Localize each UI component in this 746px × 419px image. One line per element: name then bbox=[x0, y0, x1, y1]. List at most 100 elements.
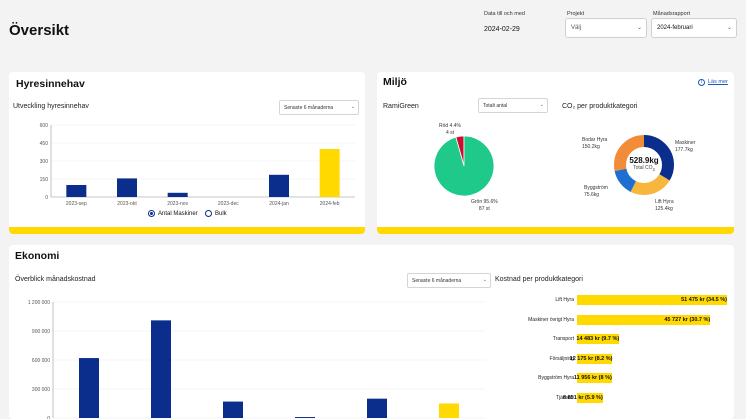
info-icon[interactable]: i bbox=[698, 79, 705, 86]
category-bar[interactable] bbox=[577, 314, 711, 325]
hyresinnehav-period-select[interactable]: Senaste 6 månaderna ⌄ bbox=[279, 100, 359, 115]
hyresinnehav-chart: 0 150 300 450 600 2023-sep 2023-okt 2023-nov 202… bbox=[40, 123, 355, 207]
radio-icon[interactable] bbox=[205, 210, 212, 217]
co2-label-name: Byggström bbox=[584, 185, 608, 191]
ekonomi-card: Ekonomi Överblick månadskostnad Senaste … bbox=[9, 245, 734, 419]
bar[interactable] bbox=[167, 192, 188, 197]
pie-label-green-count: 87 st bbox=[478, 205, 490, 212]
bar[interactable] bbox=[66, 185, 87, 197]
chevron-down-icon: ⌄ bbox=[482, 277, 487, 283]
co2-total-label-sub: 2 bbox=[652, 167, 655, 172]
category-bar[interactable] bbox=[577, 353, 613, 364]
chevron-down-icon: ⌄ bbox=[350, 104, 355, 110]
co2-label-name: Lift Hyra bbox=[655, 199, 674, 205]
bar[interactable] bbox=[79, 358, 99, 418]
co2-total-label-text: Total CO bbox=[633, 165, 653, 171]
miljo-card: Miljö i Läs mer RamiGreen Totalt antal ⌄… bbox=[377, 72, 734, 234]
pie-slice[interactable] bbox=[433, 135, 495, 197]
ekonomi-period-select[interactable]: Senaste 6 månaderna ⌄ bbox=[407, 273, 491, 288]
x-tick-label: 2023-nov bbox=[167, 201, 188, 207]
pie-label-red: Röd 4.4% 4 st bbox=[439, 123, 461, 136]
project-select-value: Välj bbox=[571, 25, 582, 31]
pie-label-green: Grön 95.6% 87 st bbox=[471, 199, 498, 212]
chevron-down-icon: ⌄ bbox=[636, 25, 642, 31]
y-tick-label: 0 bbox=[47, 416, 50, 419]
category-bar[interactable] bbox=[577, 295, 727, 305]
chevron-down-icon: ⌄ bbox=[539, 102, 544, 108]
category-label: Maskiner övrigt Hyra bbox=[528, 316, 574, 323]
co2-total-value: 528.9kg bbox=[629, 156, 659, 165]
bar[interactable] bbox=[319, 149, 340, 197]
category-value: 8 851 kr (5.9 %) bbox=[563, 394, 603, 401]
category-value: 11 956 kr (8 %) bbox=[573, 375, 612, 381]
project-filter-label: Projekt bbox=[567, 11, 585, 17]
category-label: Byggström Hyra bbox=[538, 375, 574, 381]
co2-center: 528.9kg Total CO2 bbox=[613, 156, 675, 172]
y-tick-label: 150 bbox=[40, 177, 49, 183]
ramigreen-select[interactable]: Totalt antal ⌄ bbox=[478, 98, 548, 113]
legend-antal-maskiner[interactable]: Antal Maskiner bbox=[148, 210, 198, 217]
category-bar[interactable] bbox=[577, 373, 612, 383]
date-filter-value[interactable]: 2024-02-29 bbox=[484, 26, 520, 33]
report-filter-label-wrap: Månadsrapport bbox=[653, 11, 690, 17]
co2-label-value: 177.7kg bbox=[675, 146, 693, 153]
bar[interactable] bbox=[223, 401, 243, 418]
donut-slice[interactable] bbox=[614, 135, 674, 195]
category-bar[interactable] bbox=[577, 392, 603, 403]
date-filter: Data till och med 2024-02-29 bbox=[484, 11, 525, 33]
co2-title: CO₂ per produktkategori bbox=[562, 103, 638, 110]
bar[interactable] bbox=[439, 403, 459, 419]
ekonomi-chart: 0 300 000 600 000 900 000 1 200 000 bbox=[28, 300, 485, 419]
legend-label: Bulk bbox=[215, 210, 227, 217]
report-select-value: 2024-februari bbox=[657, 25, 693, 31]
project-select[interactable]: Välj ⌄ bbox=[565, 18, 647, 38]
category-value: 14 483 kr (9.7 %) bbox=[576, 336, 620, 342]
x-tick-label: 2023-dec bbox=[218, 201, 239, 207]
co2-label-value: 125.4kg bbox=[655, 205, 673, 212]
bar[interactable] bbox=[367, 398, 387, 418]
x-tick-label: 2023-sep bbox=[66, 201, 87, 207]
category-label: Transport bbox=[552, 336, 574, 342]
ekonomi-overview-title: Överblick månadskostnad bbox=[15, 276, 96, 283]
legend-label: Antal Maskiner bbox=[158, 210, 198, 217]
y-tick-label: 1 200 000 bbox=[28, 300, 50, 306]
y-tick-label: 600 000 bbox=[32, 358, 50, 364]
co2-label-bodar: Bodar Hyra 150.2kg bbox=[582, 137, 607, 150]
bar[interactable] bbox=[117, 178, 137, 197]
card-accent-bar bbox=[9, 227, 365, 234]
ramigreen-select-value: Totalt antal bbox=[483, 103, 508, 109]
ramigreen-pie-chart bbox=[433, 135, 495, 197]
pie-label-green-pct: Grön 95.6% bbox=[471, 199, 498, 205]
co2-label-lift: Lift Hyra 125.4kg bbox=[655, 199, 674, 212]
period-select-value: Senaste 6 månaderna bbox=[412, 278, 462, 284]
x-tick-label: 2024-feb bbox=[320, 201, 340, 207]
y-tick-label: 0 bbox=[45, 195, 48, 201]
category-value: 45 727 kr (30.7 %) bbox=[664, 316, 711, 323]
category-value: 51 475 kr (34.5 %) bbox=[681, 297, 727, 303]
y-tick-label: 600 bbox=[40, 123, 49, 129]
co2-label-byggstrom: Byggström 75.6kg bbox=[584, 185, 608, 198]
radio-icon[interactable] bbox=[148, 210, 155, 217]
hyresinnehav-subtitle: Utveckling hyresinnehav bbox=[13, 103, 89, 110]
category-label: Försäljning bbox=[549, 355, 574, 362]
bar[interactable] bbox=[269, 174, 289, 197]
report-filter-label: Månadsrapport bbox=[653, 11, 690, 17]
hyresinnehav-title: Hyresinnehav bbox=[16, 78, 85, 90]
category-bar[interactable] bbox=[577, 334, 620, 344]
legend-bulk[interactable]: Bulk bbox=[205, 210, 227, 217]
period-select-value: Senaste 6 månaderna bbox=[284, 105, 334, 111]
pie-label-red-count: 4 st bbox=[445, 129, 455, 136]
co2-label-value: 150.2kg bbox=[582, 143, 600, 150]
ramigreen-title: RamiGreen bbox=[383, 103, 419, 110]
read-more-link[interactable]: Läs mer bbox=[708, 79, 728, 85]
bar[interactable] bbox=[151, 320, 171, 418]
category-value: 12 175 kr (8.2 %) bbox=[569, 355, 613, 362]
miljo-title: Miljö bbox=[383, 76, 407, 88]
hyresinnehav-card: Hyresinnehav Utveckling hyresinnehav Sen… bbox=[9, 72, 365, 234]
bar[interactable] bbox=[295, 417, 315, 418]
x-tick-label: 2023-okt bbox=[117, 201, 137, 207]
y-tick-label: 450 bbox=[40, 141, 49, 147]
donut-slice[interactable] bbox=[614, 135, 674, 195]
y-tick-label: 900 000 bbox=[32, 329, 50, 335]
report-select[interactable]: 2024-februari ⌄ bbox=[651, 18, 737, 38]
